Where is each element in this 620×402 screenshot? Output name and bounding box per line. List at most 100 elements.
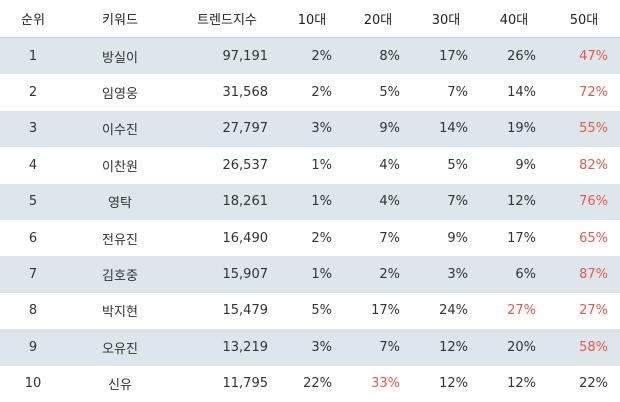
table-cell: 26,537 <box>222 157 269 173</box>
table-row: 1 방실이 97,191 2% 8% 17% 26% 47% <box>0 37 620 75</box>
table-cell: 27% <box>507 303 536 319</box>
table-cell: 방실이 <box>102 50 138 66</box>
table-cell: 6% <box>515 267 536 283</box>
table-cell: 전유진 <box>102 232 138 248</box>
table-cell: 2 <box>28 85 38 101</box>
table-cell: 3 <box>28 121 38 137</box>
table-cell: 7% <box>447 194 468 210</box>
table-cell: 2% <box>379 267 400 283</box>
table-cell: 82% <box>579 157 608 173</box>
table-cell: 6 <box>28 230 38 246</box>
table-cell: 65% <box>579 230 608 246</box>
table-cell: 97,191 <box>222 48 269 64</box>
header-cell: 40대 <box>480 0 548 38</box>
table-cell: 12% <box>439 376 468 392</box>
table-cell: 7 <box>28 267 38 283</box>
table-cell: 3% <box>447 267 468 283</box>
table-cell: 영탁 <box>108 196 132 212</box>
table-cell: 47% <box>579 48 608 64</box>
table-cell: 3% <box>311 339 332 355</box>
table-cell: 12% <box>507 194 536 210</box>
table-cell: 4% <box>379 157 400 173</box>
header-cell: 20대 <box>344 0 412 38</box>
table-cell: 7% <box>379 230 400 246</box>
table-cell: 22% <box>303 376 332 392</box>
table-cell: 14% <box>507 85 536 101</box>
table-cell: 1% <box>311 194 332 210</box>
table-cell: 1 <box>28 48 38 64</box>
table-cell: 24% <box>439 303 468 319</box>
table-cell: 55% <box>579 121 608 137</box>
table-cell: 2% <box>311 230 332 246</box>
table-row: 6 전유진 16,490 2% 7% 9% 17% 65% <box>0 220 620 256</box>
table-cell: 박지현 <box>102 305 138 321</box>
table-row: 10 신유 11,795 22% 33% 12% 12% 22% <box>0 366 620 402</box>
table-cell: 9% <box>515 157 536 173</box>
table-cell: 33% <box>371 376 400 392</box>
table-cell: 15,907 <box>222 267 269 283</box>
table-cell: 58% <box>579 339 608 355</box>
table-cell: 14% <box>439 121 468 137</box>
header-cell: 트렌드지수 <box>174 0 280 38</box>
table-cell: 2% <box>311 85 332 101</box>
table-cell: 임영웅 <box>102 87 138 103</box>
table-cell: 7% <box>447 85 468 101</box>
table-cell: 9% <box>447 230 468 246</box>
table-cell: 12% <box>439 339 468 355</box>
table-row: 4 이찬원 26,537 1% 4% 5% 9% 82% <box>0 147 620 183</box>
table-cell: 20% <box>507 339 536 355</box>
header-row: 순위 키워드 트렌드지수 10대 20대 30대 40대 50대 <box>0 0 620 38</box>
table-cell: 3% <box>311 121 332 137</box>
table-cell: 17% <box>439 48 468 64</box>
table-cell: 5% <box>447 157 468 173</box>
header-cell: 순위 <box>0 0 66 38</box>
table-cell: 이찬원 <box>102 159 138 175</box>
table-row: 2 임영웅 31,568 2% 5% 7% 14% 72% <box>0 74 620 110</box>
table-cell: 10 <box>24 376 42 392</box>
table-row: 7 김호중 15,907 1% 2% 3% 6% 87% <box>0 256 620 293</box>
table-cell: 5% <box>311 303 332 319</box>
table-cell: 7% <box>379 339 400 355</box>
table-cell: 26% <box>507 48 536 64</box>
table-row: 8 박지현 15,479 5% 17% 24% 27% 27% <box>0 293 620 329</box>
table-cell: 27% <box>579 303 608 319</box>
table-cell: 11,795 <box>222 376 269 392</box>
table-cell: 9% <box>379 121 400 137</box>
table-row: 3 이수진 27,797 3% 9% 14% 19% 55% <box>0 110 620 148</box>
table-cell: 4 <box>28 157 38 173</box>
table-cell: 31,568 <box>222 85 269 101</box>
header-cell: 키워드 <box>66 0 174 38</box>
table-cell: 5 <box>28 194 38 210</box>
table-cell: 8 <box>28 303 38 319</box>
table-cell: 13,219 <box>222 339 269 355</box>
table-cell: 15,479 <box>222 303 269 319</box>
table-cell: 22% <box>579 376 608 392</box>
table-cell: 18,261 <box>222 194 269 210</box>
table-cell: 27,797 <box>222 121 269 137</box>
header-cell: 10대 <box>280 0 344 38</box>
table-cell: 오유진 <box>102 341 138 357</box>
table-cell: 19% <box>507 121 536 137</box>
table-cell: 4% <box>379 194 400 210</box>
table-cell: 1% <box>311 267 332 283</box>
table-cell: 17% <box>507 230 536 246</box>
table-cell: 12% <box>507 376 536 392</box>
table-row: 9 오유진 13,219 3% 7% 12% 20% 58% <box>0 329 620 366</box>
table-cell: 2% <box>311 48 332 64</box>
table-cell: 72% <box>579 85 608 101</box>
table-row: 5 영탁 18,261 1% 4% 7% 12% 76% <box>0 183 620 220</box>
table-body: 1 방실이 97,191 2% 8% 17% 26% 47% 2 임영웅 31,568 2% 5% 7% 1… <box>0 37 620 402</box>
table-cell: 76% <box>579 194 608 210</box>
table-cell: 1% <box>311 157 332 173</box>
header-cell: 50대 <box>548 0 620 38</box>
table-cell: 5% <box>379 85 400 101</box>
table-cell: 신유 <box>108 378 132 394</box>
table-cell: 16,490 <box>222 230 269 246</box>
table-cell: 김호중 <box>102 269 138 285</box>
table-cell: 8% <box>379 48 400 64</box>
table-cell: 87% <box>579 267 608 283</box>
table-cell: 9 <box>28 339 38 355</box>
table-cell: 이수진 <box>102 123 138 139</box>
